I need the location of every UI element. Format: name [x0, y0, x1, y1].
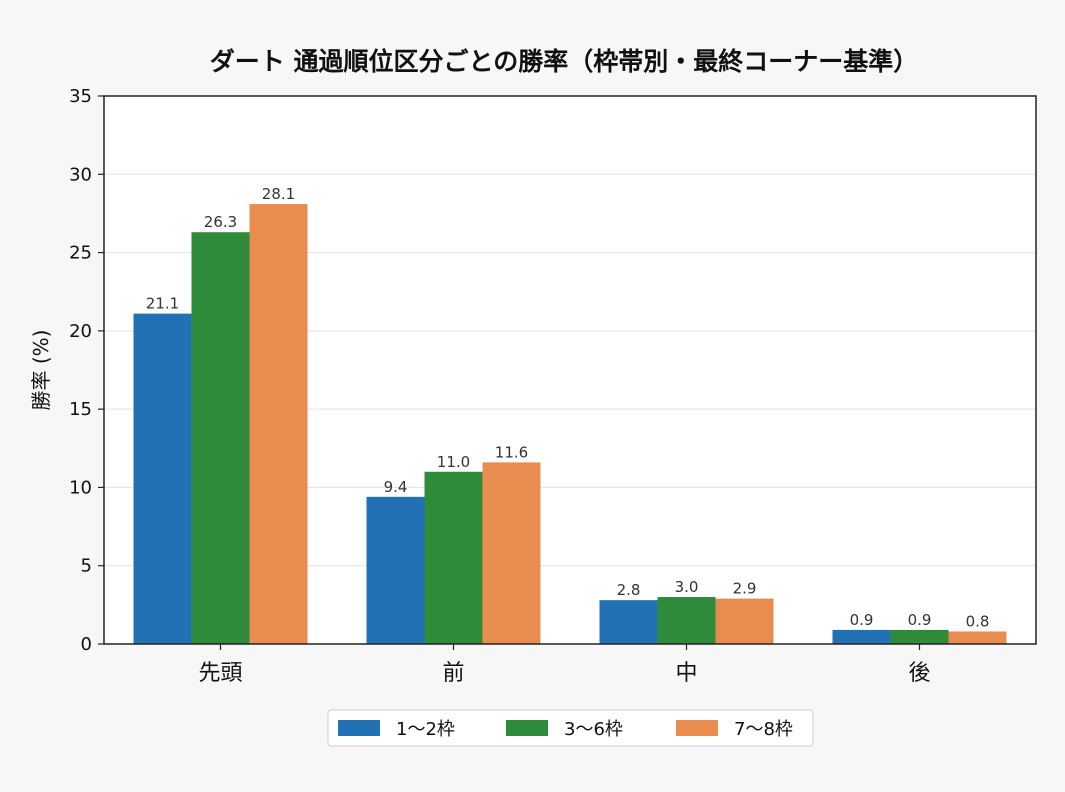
legend-swatch [676, 720, 718, 736]
y-tick-label: 30 [69, 164, 92, 185]
legend-swatch [338, 720, 380, 736]
legend-swatch [506, 720, 548, 736]
data-label: 0.9 [850, 611, 874, 629]
bar [482, 462, 541, 644]
y-tick-label: 10 [69, 477, 92, 498]
bar [133, 313, 192, 644]
bar [890, 629, 949, 644]
bar [191, 232, 250, 644]
y-axis-label: 勝率 (%) [29, 330, 53, 411]
y-axis-ticks: 0 5 10 15 20 25 30 35 [69, 86, 104, 655]
bar [366, 496, 425, 644]
bars [133, 204, 1007, 644]
x-tick-label: 先頭 [198, 661, 242, 686]
legend-box [327, 709, 814, 747]
data-label: 11.0 [437, 453, 470, 471]
y-tick-label: 20 [69, 321, 92, 342]
data-labels: 21.1 26.3 28.1 9.4 11.0 11.6 2.8 3.0 2.9 0.9 0.9 0.… [146, 185, 990, 630]
data-label: 0.9 [908, 611, 932, 629]
data-label: 28.1 [262, 185, 295, 203]
y-tick-label: 0 [81, 634, 92, 655]
data-label: 2.8 [617, 581, 641, 599]
y-tick-label: 25 [69, 243, 92, 264]
data-label: 21.1 [146, 295, 179, 313]
y-tick-label: 35 [69, 86, 92, 107]
data-label: 0.8 [966, 612, 990, 630]
data-label: 11.6 [495, 443, 528, 461]
bar [249, 204, 308, 644]
legend: 1〜2枠 3〜6枠 7〜8枠 [327, 709, 814, 747]
bar [832, 629, 891, 644]
data-label: 3.0 [675, 578, 699, 596]
y-tick-label: 15 [69, 399, 92, 420]
chart-title: ダート 通過順位区分ごとの勝率（枠帯別・最終コーナー基準） [210, 47, 918, 76]
bar [657, 597, 716, 644]
legend-label: 3〜6枠 [564, 719, 623, 740]
bar [715, 598, 774, 644]
x-tick-label: 後 [908, 661, 930, 686]
plot-frame [103, 95, 1037, 645]
data-label: 2.9 [733, 580, 757, 598]
legend-label: 1〜2枠 [396, 719, 455, 740]
y-tick-label: 5 [81, 556, 92, 577]
data-label: 26.3 [204, 213, 237, 231]
bar [424, 471, 483, 644]
data-label: 9.4 [384, 478, 408, 496]
x-tick-label: 前 [442, 661, 464, 686]
x-axis-ticks: 先頭 前 中 後 [198, 644, 931, 686]
bar [599, 600, 658, 644]
x-tick-label: 中 [675, 661, 697, 686]
legend-label: 7〜8枠 [734, 719, 793, 740]
bar [948, 631, 1007, 644]
